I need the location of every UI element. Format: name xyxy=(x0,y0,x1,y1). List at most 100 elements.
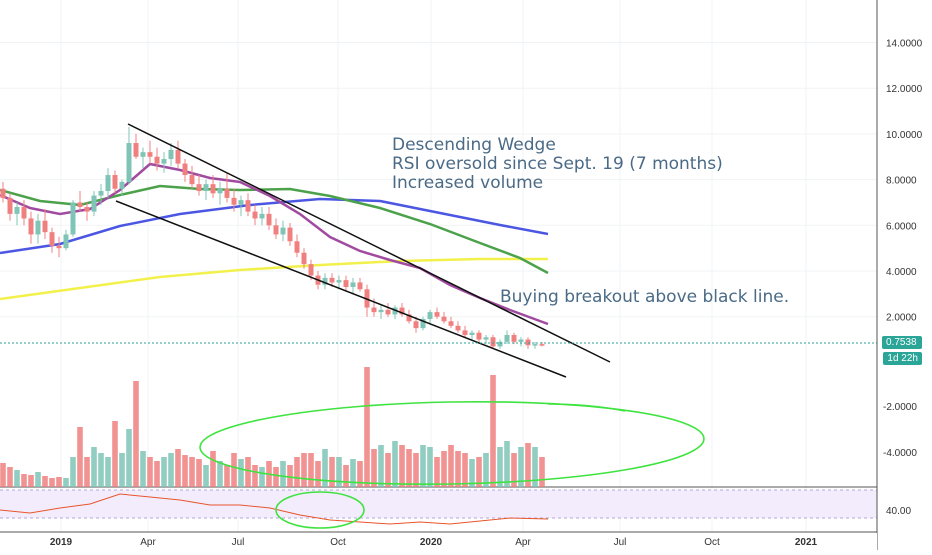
candle-body xyxy=(378,309,384,313)
volume-bar xyxy=(469,459,475,487)
candle-body xyxy=(140,152,146,157)
volume-bar xyxy=(294,457,300,487)
candle-body xyxy=(119,181,125,189)
volume-bar xyxy=(42,476,48,487)
candle-body xyxy=(392,307,398,315)
candle-body xyxy=(266,213,272,226)
candle-body xyxy=(133,143,139,157)
volume-bar xyxy=(21,474,27,487)
candle-body xyxy=(525,339,531,346)
upper-trendline xyxy=(127,123,611,363)
candle-body xyxy=(42,220,48,233)
volume-bar xyxy=(378,445,384,487)
volume-bar xyxy=(35,472,41,487)
volume-bar xyxy=(168,453,174,487)
rsi-tick-label: 40.00 xyxy=(886,506,911,517)
volume-bar xyxy=(28,475,34,487)
candle-body xyxy=(350,282,356,287)
candle-body xyxy=(70,202,76,235)
volume-bar xyxy=(518,447,524,487)
volume-bar xyxy=(413,453,419,487)
candle-body xyxy=(63,234,69,249)
candle-body xyxy=(238,200,244,205)
time-tick-label: Apr xyxy=(140,537,156,548)
candle-body xyxy=(343,280,349,287)
volume-bar xyxy=(189,457,195,487)
candle-body xyxy=(308,264,314,276)
volume-bar xyxy=(154,461,160,487)
ma-200-line xyxy=(0,257,548,301)
volume-bar xyxy=(210,451,216,487)
time-axis-bg xyxy=(0,533,877,550)
ma-20-line xyxy=(0,162,549,326)
price-tick-label: 2.0000 xyxy=(886,313,917,324)
volume-bar xyxy=(49,478,55,487)
time-tick-label: 2019 xyxy=(50,537,73,548)
volume-bar xyxy=(238,459,244,487)
price-tick-label: 10.0000 xyxy=(886,130,923,141)
volume-bar xyxy=(399,445,405,487)
candle-body xyxy=(420,318,426,329)
candle-body xyxy=(91,195,97,212)
candle-body xyxy=(287,227,293,242)
candle-body xyxy=(112,175,118,189)
volume-bar xyxy=(0,463,6,487)
pattern-line-1: Descending Wedge xyxy=(392,135,556,155)
volume-bar xyxy=(245,457,251,487)
candle-body xyxy=(434,312,440,317)
time-tick-label: 2020 xyxy=(420,537,443,548)
time-tick-label: Jul xyxy=(232,537,245,548)
volume-bar xyxy=(91,447,97,487)
volume-bar xyxy=(259,467,265,487)
candle-body xyxy=(84,207,90,212)
volume-bar xyxy=(63,478,69,487)
candle-body xyxy=(196,184,202,192)
candle-body xyxy=(161,159,167,164)
volume-bar xyxy=(196,459,202,487)
candle-body xyxy=(28,218,34,235)
candle-body xyxy=(539,344,545,346)
volume-bar xyxy=(462,453,468,487)
ellipse-tail xyxy=(547,403,626,412)
candle-body xyxy=(294,241,300,253)
volume-bar xyxy=(476,457,482,487)
volume-tick-label: -4.0000 xyxy=(883,448,917,459)
candle-body xyxy=(483,337,489,340)
volume-bar xyxy=(427,447,433,487)
candle-body xyxy=(504,334,510,342)
volume-bar xyxy=(301,453,307,487)
volume-bar xyxy=(490,375,496,487)
candle-body xyxy=(462,330,468,335)
volume-bar xyxy=(119,453,125,487)
candle-body xyxy=(168,149,174,160)
candle-body xyxy=(511,334,517,342)
volume-bar xyxy=(7,467,13,487)
candle-body xyxy=(7,197,13,214)
volume-bar xyxy=(98,453,104,487)
candle-body xyxy=(490,337,496,347)
candle-body xyxy=(0,188,6,198)
volume-bar xyxy=(280,461,286,487)
volume-highlight-ellipse xyxy=(199,400,705,486)
time-tick-label: Oct xyxy=(330,537,346,548)
volume-bar xyxy=(203,465,209,487)
candle-body xyxy=(217,188,223,194)
pattern-line-2: RSI oversold since Sept. 19 (7 months) xyxy=(392,154,723,174)
candle-body xyxy=(413,321,419,329)
candle-body xyxy=(532,344,538,346)
candle-body xyxy=(469,332,475,335)
price-tick-label: 8.0000 xyxy=(886,176,917,187)
volume-bar xyxy=(14,470,20,487)
candle-body xyxy=(14,207,20,214)
candle-body xyxy=(455,325,461,331)
volume-bar xyxy=(112,421,118,487)
volume-bar xyxy=(77,427,83,487)
volume-bar xyxy=(497,447,503,487)
volume-tick-label: -2.0000 xyxy=(883,402,917,413)
volume-bar xyxy=(532,447,538,487)
volume-bar xyxy=(70,457,76,487)
candle-body xyxy=(98,191,104,196)
volume-bar xyxy=(371,449,377,487)
